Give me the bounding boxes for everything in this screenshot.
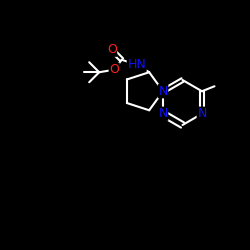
Text: N: N xyxy=(158,85,168,98)
Text: HN: HN xyxy=(127,58,146,71)
Text: N: N xyxy=(197,107,207,120)
Text: O: O xyxy=(107,43,117,56)
Text: N: N xyxy=(158,107,168,120)
Text: O: O xyxy=(109,63,119,76)
